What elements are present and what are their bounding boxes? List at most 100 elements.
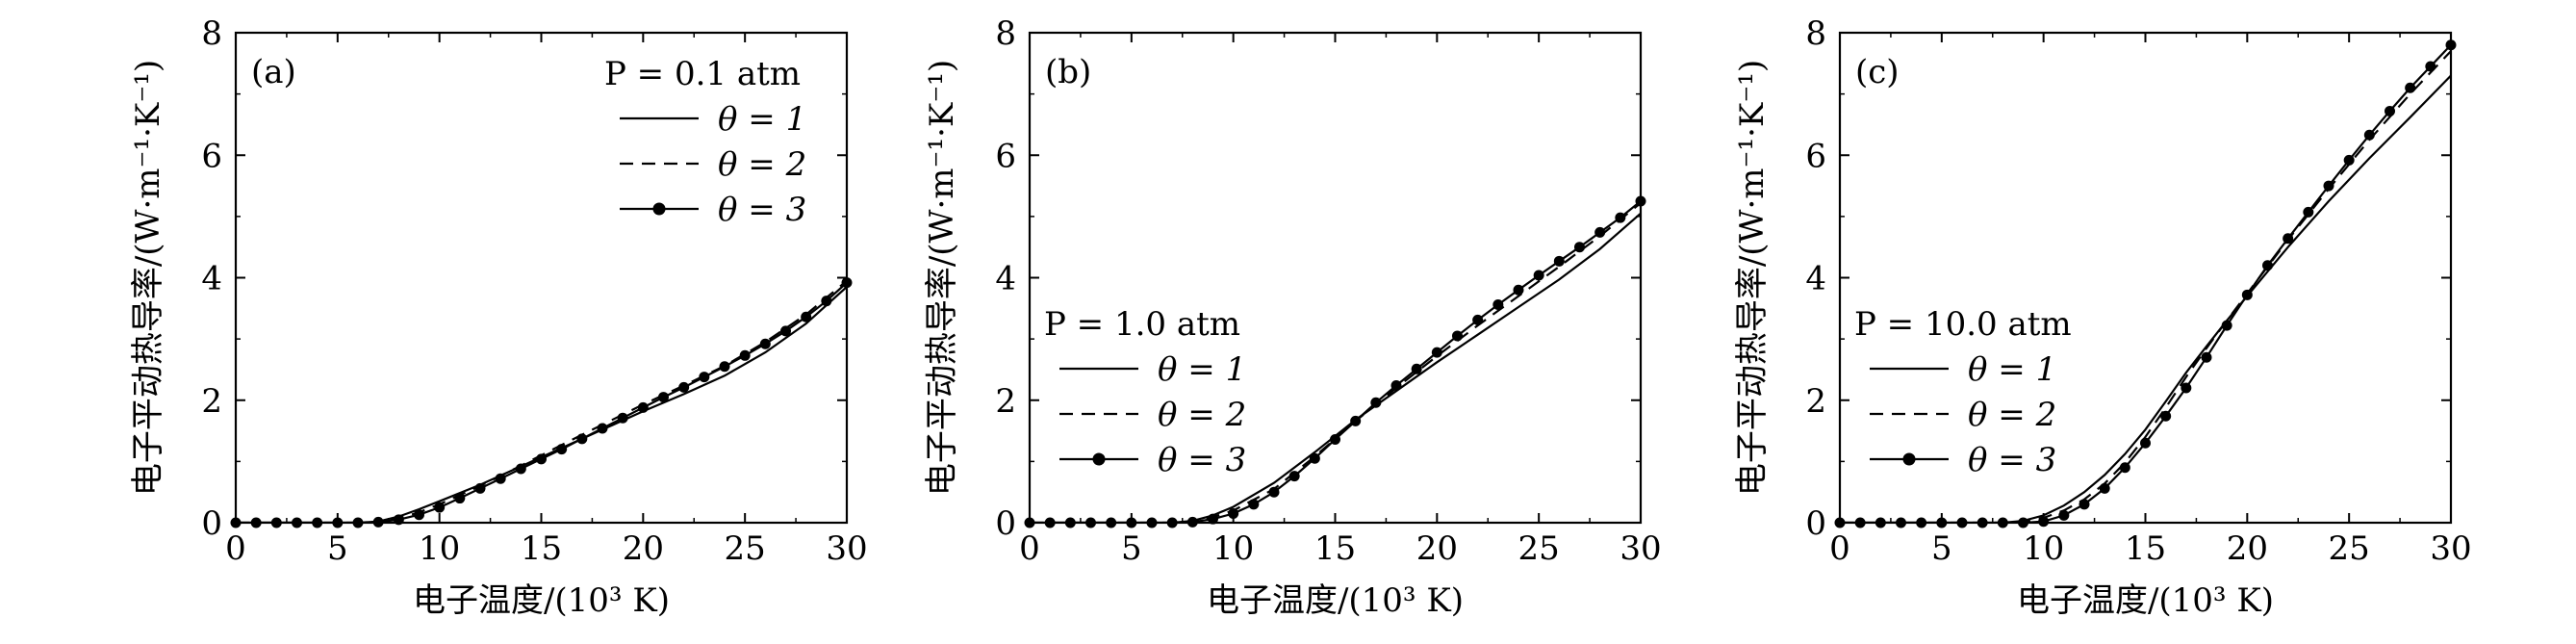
legend-entry-theta-3: θ = 3 (718, 191, 806, 229)
data-point (1350, 415, 1362, 426)
y-tick-label: 2 (201, 382, 222, 421)
panel-tag: (c) (1855, 53, 1900, 91)
data-point (780, 325, 791, 337)
y-tick-label: 6 (201, 137, 222, 175)
data-point (1288, 471, 1300, 482)
x-tick-label: 10 (2023, 529, 2064, 568)
y-tick-label: 6 (995, 137, 1016, 175)
data-point (739, 349, 751, 361)
data-point (617, 412, 628, 424)
panel-tag: (b) (1045, 53, 1091, 91)
data-point (434, 502, 446, 513)
chart-panel-a: 0 5 10 15 20 25 30 0 2 4 6 8 电子温度/(10³ K) 电子平动热导率/(W·… (129, 14, 868, 620)
data-point (2181, 382, 2192, 394)
data-point (1834, 517, 1846, 528)
y-tick-label: 4 (995, 260, 1016, 298)
x-tick-label: 5 (1121, 529, 1142, 568)
x-tick-label: 10 (419, 529, 460, 568)
series-line-theta-1 (236, 286, 847, 523)
data-point (250, 517, 262, 528)
data-point (1513, 284, 1524, 296)
legend-marker (1092, 452, 1106, 466)
x-tick-label: 20 (623, 529, 664, 568)
data-point (1208, 513, 1218, 525)
data-point (1044, 517, 1056, 528)
y-tick-label: 4 (201, 260, 222, 298)
data-point (1594, 226, 1606, 238)
x-tick-label: 5 (1931, 529, 1952, 568)
legend-marker (1902, 452, 1916, 466)
data-point (495, 473, 506, 484)
legend-entry-theta-1: θ = 1 (1968, 350, 2056, 389)
data-point (1492, 298, 1504, 310)
data-point (1472, 314, 1484, 325)
panel-tag: (a) (251, 53, 296, 91)
data-point (1977, 517, 1988, 528)
data-point (2140, 437, 2151, 449)
x-axis-label: 电子温度/(10³ K) (2017, 581, 2274, 620)
legend-entry-theta-1: θ = 1 (1158, 350, 1246, 389)
data-point (474, 482, 486, 494)
chart-panel-b: 0 5 10 15 20 25 30 0 2 4 6 8 电子温度/(10³ K) 电子平动热导率/(W·… (923, 14, 1662, 620)
y-axis-label: 电子平动热导率/(W·m⁻¹·K⁻¹) (923, 60, 961, 496)
data-point (759, 338, 771, 349)
data-point (1146, 517, 1158, 528)
data-point (1186, 516, 1198, 528)
y-tick-label: 0 (995, 504, 1016, 543)
data-point (2303, 206, 2314, 218)
legend-entry-theta-3: θ = 3 (1158, 441, 1246, 479)
x-tick-label: 30 (826, 529, 867, 568)
x-tick-label: 25 (725, 529, 766, 568)
data-point (1248, 499, 1260, 510)
data-point (841, 277, 853, 289)
data-point (1411, 363, 1422, 374)
data-point (658, 392, 669, 403)
x-tick-label: 20 (2227, 529, 2268, 568)
legend-marker (652, 202, 666, 216)
legend-entry-theta-2: θ = 2 (1968, 396, 2056, 434)
data-point (1166, 517, 1178, 528)
x-tick-label: 15 (2125, 529, 2166, 568)
data-point (2038, 516, 2050, 528)
data-point (2241, 289, 2253, 300)
data-point (1997, 517, 2008, 528)
data-point (1126, 517, 1137, 528)
data-point (1228, 507, 1239, 519)
series-line-theta-3 (236, 281, 847, 523)
y-tick-label: 8 (995, 14, 1016, 53)
data-point (719, 361, 730, 373)
data-point (2385, 105, 2395, 116)
data-point (1574, 242, 1585, 253)
data-point (2221, 320, 2232, 331)
series-line-theta-2 (1030, 202, 1641, 523)
data-point (1553, 255, 1565, 267)
data-point (1330, 433, 1340, 445)
data-point (393, 514, 404, 526)
y-tick-label: 2 (995, 382, 1016, 421)
x-tick-label: 20 (1416, 529, 1458, 568)
series-line-theta-3 (1840, 43, 2451, 523)
x-axis-label: 电子温度/(10³ K) (413, 581, 670, 620)
y-tick-label: 8 (201, 14, 222, 53)
y-tick-label: 8 (1805, 14, 1826, 53)
data-point (1452, 330, 1463, 342)
data-point (2262, 260, 2273, 271)
data-point (515, 463, 526, 475)
data-point (1533, 270, 1544, 281)
chart-panel-c: 0 5 10 15 20 25 30 0 2 4 6 8 电子温度/(10³ K) 电子平动热导率/(W·… (1733, 14, 2472, 620)
series-line-theta-3 (1030, 200, 1641, 523)
data-point (230, 517, 242, 528)
x-tick-label: 25 (1518, 529, 1560, 568)
plot-frame (1838, 31, 2453, 525)
x-axis-label: 电子温度/(10³ K) (1207, 581, 1464, 620)
data-point (1936, 517, 1948, 528)
x-tick-label: 15 (1314, 529, 1356, 568)
legend-title: P = 1.0 atm (1044, 305, 1240, 344)
data-point (2323, 180, 2334, 192)
data-point (312, 517, 323, 528)
data-point (536, 453, 547, 465)
data-point (556, 444, 568, 455)
data-point (2445, 39, 2457, 51)
data-point (1896, 517, 1906, 528)
